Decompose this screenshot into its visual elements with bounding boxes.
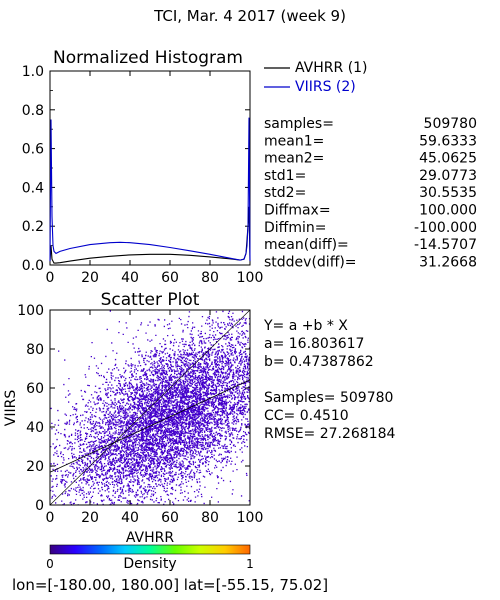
scatter-x-tick-label: 20 — [81, 510, 99, 526]
histogram-series-viirs — [49, 117, 251, 262]
histogram-x-tick-label: 0 — [46, 270, 55, 286]
colorbar-title: Density — [123, 556, 176, 572]
scatter-rmse: RMSE= 27.268184 — [264, 426, 396, 442]
stat-value: -100.000 — [414, 220, 477, 236]
stat-value: 31.2668 — [419, 254, 477, 270]
histogram-title: Normalized Histogram — [53, 48, 243, 68]
stat-value: 509780 — [424, 116, 477, 132]
histogram-panel: Normalized Histogram 0.00.20.40.60.81.0 … — [22, 48, 477, 286]
scatter-x-tick-label: 80 — [201, 510, 219, 526]
stat-label: samples= — [264, 116, 334, 132]
scatter-x-label: AVHRR — [126, 530, 175, 546]
stat-label: mean(diff)= — [264, 237, 349, 253]
histogram-y-tick-label: 1.0 — [22, 64, 44, 80]
histogram-y-tick-label: 0.4 — [22, 180, 44, 196]
histogram-x-ticks: 0 20 40 60 80 100 — [46, 71, 264, 286]
scatter-x-tick-label: 100 — [237, 510, 264, 526]
scatter-y-tick-label: 80 — [26, 342, 44, 358]
stat-label: mean1= — [264, 133, 324, 149]
stat-label: Diffmin= — [264, 220, 326, 236]
scatter-x-ticks: 0 20 40 60 80 100 — [46, 310, 264, 526]
scatter-x-tick-label: 40 — [121, 510, 139, 526]
stat-value: -14.5707 — [414, 237, 477, 253]
scatter-y-tick-label: 60 — [26, 381, 44, 397]
scatter-y-tick-label: 20 — [26, 459, 44, 475]
scatter-samples: Samples= 509780 — [264, 390, 393, 406]
stat-label: Diffmax= — [264, 203, 331, 219]
histogram-y-tick-label: 0.8 — [22, 103, 44, 119]
colorbar-min-label: 0 — [46, 557, 54, 571]
page-title: TCI, Mar. 4 2017 (week 9) — [153, 7, 346, 25]
scatter-x-tick-label: 60 — [161, 510, 179, 526]
density-colorbar: 0 Density 1 — [46, 544, 254, 572]
histogram-lines — [49, 117, 251, 264]
scatter-x-tick-label: 0 — [46, 510, 55, 526]
histogram-x-tick-label: 40 — [121, 270, 139, 286]
scatter-title: Scatter Plot — [101, 290, 200, 310]
identity-line — [49, 309, 251, 506]
coverage-footer: lon=[-180.00, 180.00] lat=[-55.15, 75.02… — [12, 576, 328, 594]
scatter-y-tick-label: 0 — [35, 498, 44, 514]
histogram-y-ticks: 0.0 0.2 0.4 0.6 0.8 1.0 — [22, 64, 250, 274]
stat-value: 30.5535 — [419, 185, 477, 201]
stat-label: stddev(diff)= — [264, 254, 357, 270]
stat-value: 100.000 — [419, 203, 477, 219]
scatter-cc: CC= 0.4510 — [264, 408, 349, 424]
regression-line — [49, 379, 251, 473]
scatter-panel: Scatter Plot 0 20 40 60 80 100 0 20 40 60 80 100 A… — [3, 290, 396, 546]
scatter-point-cloud — [50, 310, 250, 505]
legend-label-viirs: VIIRS (2) — [295, 79, 356, 95]
scatter-y-ticks: 0 20 40 60 80 100 — [17, 303, 250, 514]
fit-b: b= 0.47387862 — [264, 354, 374, 370]
legend-label-avhrr: AVHRR (1) — [295, 60, 368, 76]
scatter-y-label: VIIRS — [3, 390, 19, 427]
histogram-y-tick-label: 0.0 — [22, 258, 44, 274]
stat-label: std2= — [264, 185, 306, 201]
histogram-x-tick-label: 60 — [161, 270, 179, 286]
fit-a: a= 16.803617 — [264, 336, 364, 352]
histogram-x-tick-label: 100 — [237, 270, 264, 286]
stat-value: 59.6333 — [419, 133, 477, 149]
histogram-x-tick-label: 20 — [81, 270, 99, 286]
fit-equation: Y= a +b * X — [263, 318, 348, 334]
stat-value: 29.0773 — [419, 168, 477, 184]
histogram-series-avhrr — [49, 206, 251, 264]
colorbar-max-label: 1 — [246, 557, 254, 571]
stat-label: mean2= — [264, 151, 324, 167]
histogram-x-tick-label: 80 — [201, 270, 219, 286]
scatter-points — [50, 310, 250, 505]
stat-label: std1= — [264, 168, 306, 184]
stat-value: 45.0625 — [419, 151, 477, 167]
scatter-y-tick-label: 40 — [26, 420, 44, 436]
colorbar-gradient — [49, 544, 251, 555]
histogram-frame — [49, 70, 251, 266]
scatter-y-tick-label: 100 — [17, 303, 44, 319]
histogram-legend: AVHRR (1) VIIRS (2) — [264, 60, 368, 95]
histogram-stats: samples= 509780 mean1= 59.6333 mean2= 45.0625… — [264, 116, 477, 270]
scatter-frame — [49, 309, 251, 506]
histogram-y-tick-label: 0.2 — [22, 219, 44, 235]
histogram-y-tick-label: 0.6 — [22, 142, 44, 158]
